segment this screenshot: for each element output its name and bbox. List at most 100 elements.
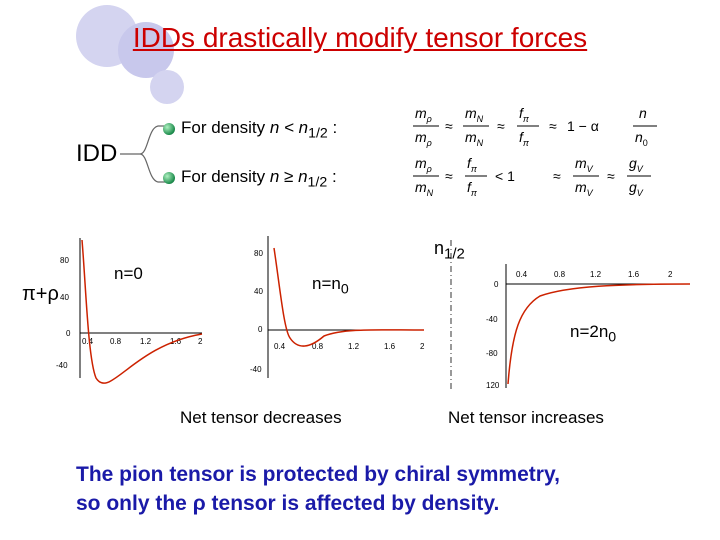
- p2-ytick: 80: [254, 249, 263, 258]
- n-half-n: n: [434, 238, 445, 258]
- eq1-m-n: m: [465, 105, 477, 121]
- eq1-m-n-den-sub: N: [477, 138, 484, 148]
- eq2-f-pi-den-sub: π: [471, 188, 478, 198]
- eq2-m-n-sub: N: [427, 188, 434, 198]
- eq2-f-pi-den: f: [467, 179, 473, 195]
- plot-2n0: 0 -40 -80 120 0.4 0.8 1.2 1.6 2: [486, 264, 691, 390]
- eq1-f-pi: f: [519, 105, 525, 121]
- n-half-divider: [450, 240, 452, 390]
- eq1-m-rho: m: [415, 105, 427, 121]
- bullet-ball-icon: [163, 171, 175, 184]
- svg-text:mρ: mρ: [415, 105, 432, 124]
- svg-text:fπ: fπ: [467, 155, 478, 174]
- eq2-m-rho-sub: ρ: [426, 164, 432, 174]
- svg-text:fπ: fπ: [519, 105, 530, 124]
- eq2-m-n: m: [415, 179, 427, 195]
- idd-label: IDD: [76, 140, 118, 167]
- bullet-nvar: n: [298, 167, 308, 186]
- eq2-m-v-den-sub: V: [587, 188, 594, 198]
- eq2-approx-2: ≈: [553, 168, 561, 184]
- p2-curve: [273, 247, 425, 347]
- eq2-g-v: g: [629, 155, 637, 171]
- eq1-approx-1: ≈: [445, 118, 453, 134]
- eq1-m-rho-sub: ρ: [426, 114, 432, 124]
- bullet-sub: 1/2: [308, 125, 328, 142]
- p2-ytick: -40: [250, 365, 262, 374]
- svg-text:fπ: fπ: [467, 179, 478, 198]
- bullet-text: For density: [181, 118, 270, 137]
- plot-n-n0: 80 40 0 -40 0.4 0.8 1.2 1.6 2: [250, 236, 425, 378]
- conclusion-line-2: so only the ρ tensor is affected by dens…: [76, 489, 560, 518]
- p2-ytick: 0: [258, 325, 263, 334]
- p3-ytick: -80: [486, 349, 498, 358]
- p3-xtick: 2: [668, 270, 673, 279]
- eq2-approx-1: ≈: [445, 168, 453, 184]
- eq2-g-v-den-sub: V: [637, 188, 644, 198]
- p3-xtick: 1.2: [590, 270, 602, 279]
- idd-bracket: [120, 125, 166, 183]
- eq2-f-pi: f: [467, 155, 473, 171]
- eq1-approx-2: ≈: [497, 118, 505, 134]
- eq1-n0: n: [635, 129, 643, 145]
- bullet-sub: 1/2: [307, 174, 328, 191]
- plot-n-n0-label: n=n0: [312, 274, 349, 297]
- bullet-post: :: [327, 167, 337, 186]
- eq1-approx-3: ≈: [549, 118, 557, 134]
- eq1-n: n: [639, 105, 647, 121]
- n-half-label: n1/2: [434, 238, 465, 263]
- eq2-f-pi-sub: π: [471, 164, 478, 174]
- p2-xtick: 1.6: [384, 342, 396, 351]
- plot-n-n0-label-text: n=n: [312, 274, 341, 293]
- p2-xtick: 2: [420, 342, 425, 351]
- svg-text:gV: gV: [629, 179, 644, 198]
- eq1-f-pi-den-sub: π: [523, 138, 530, 148]
- plot-2n0-label-sub: 0: [608, 329, 617, 346]
- eq1-one-minus-alpha: 1 − α: [567, 118, 599, 134]
- caption-decrease: Net tensor decreases: [180, 408, 342, 427]
- eq1-m-n-den: m: [465, 129, 477, 145]
- p1-xtick: 2: [198, 337, 203, 346]
- p2-ytick: 40: [254, 287, 263, 296]
- p3-ytick: -40: [486, 315, 498, 324]
- eq2-g-v-sub: V: [637, 164, 644, 174]
- rho-symbol: ρ: [192, 492, 206, 515]
- plot-n0-label: n=0: [114, 264, 143, 283]
- conclusion-line-2-post: tensor is affected by density.: [205, 492, 500, 515]
- svg-text:mN: mN: [415, 179, 434, 198]
- bullet-high-density: For density n ≥ n1/2 :: [163, 167, 337, 190]
- deco-circle-3: [150, 70, 184, 104]
- eq1-n0-sub: 0: [643, 138, 648, 148]
- deco-circle-2: [118, 22, 174, 78]
- p2-xtick: 0.4: [274, 342, 286, 351]
- p3-ytick: 0: [494, 280, 499, 289]
- bullet-rel: ≥: [279, 167, 299, 186]
- conclusion-line-2-pre: so only the: [76, 492, 193, 515]
- p1-ytick: 80: [60, 256, 69, 265]
- bullet-ball-icon: [163, 122, 175, 135]
- caption-increase: Net tensor increases: [448, 408, 604, 427]
- p3-xtick: 1.6: [628, 270, 640, 279]
- svg-text:mN: mN: [465, 105, 484, 124]
- p2-xtick: 1.2: [348, 342, 360, 351]
- p2-xtick: 0.8: [312, 342, 324, 351]
- eq2-m-rho: m: [415, 155, 427, 171]
- p3-curve: [507, 283, 691, 385]
- eq2-g-v-den: g: [629, 179, 637, 195]
- p1-xtick: 1.2: [140, 337, 152, 346]
- svg-text:mV: mV: [575, 155, 594, 174]
- p1-ytick: 0: [66, 329, 71, 338]
- eq2-m-v: m: [575, 155, 587, 171]
- bullet-var: n: [269, 118, 280, 137]
- bullet-text: For density: [181, 167, 270, 186]
- p1-xtick: 0.4: [82, 337, 94, 346]
- eq2-lt-one: < 1: [495, 168, 515, 184]
- p3-ytick: 120: [486, 381, 500, 390]
- plot-2n0-label: n=2n0: [570, 322, 616, 345]
- scaling-equations: mρ mρ ≈ mN mN ≈ fπ fπ ≈ 1 − α n n0 mρ mN…: [405, 98, 665, 206]
- plot-2n0-label-text: n=2n: [570, 322, 609, 341]
- p3-xtick: 0.8: [554, 270, 566, 279]
- conclusion-text: The pion tensor is protected by chiral s…: [76, 460, 560, 518]
- eq1-m-rho-den-sub: ρ: [426, 138, 432, 148]
- bullet-rel: <: [279, 118, 299, 137]
- eq2-m-v-den: m: [575, 179, 587, 195]
